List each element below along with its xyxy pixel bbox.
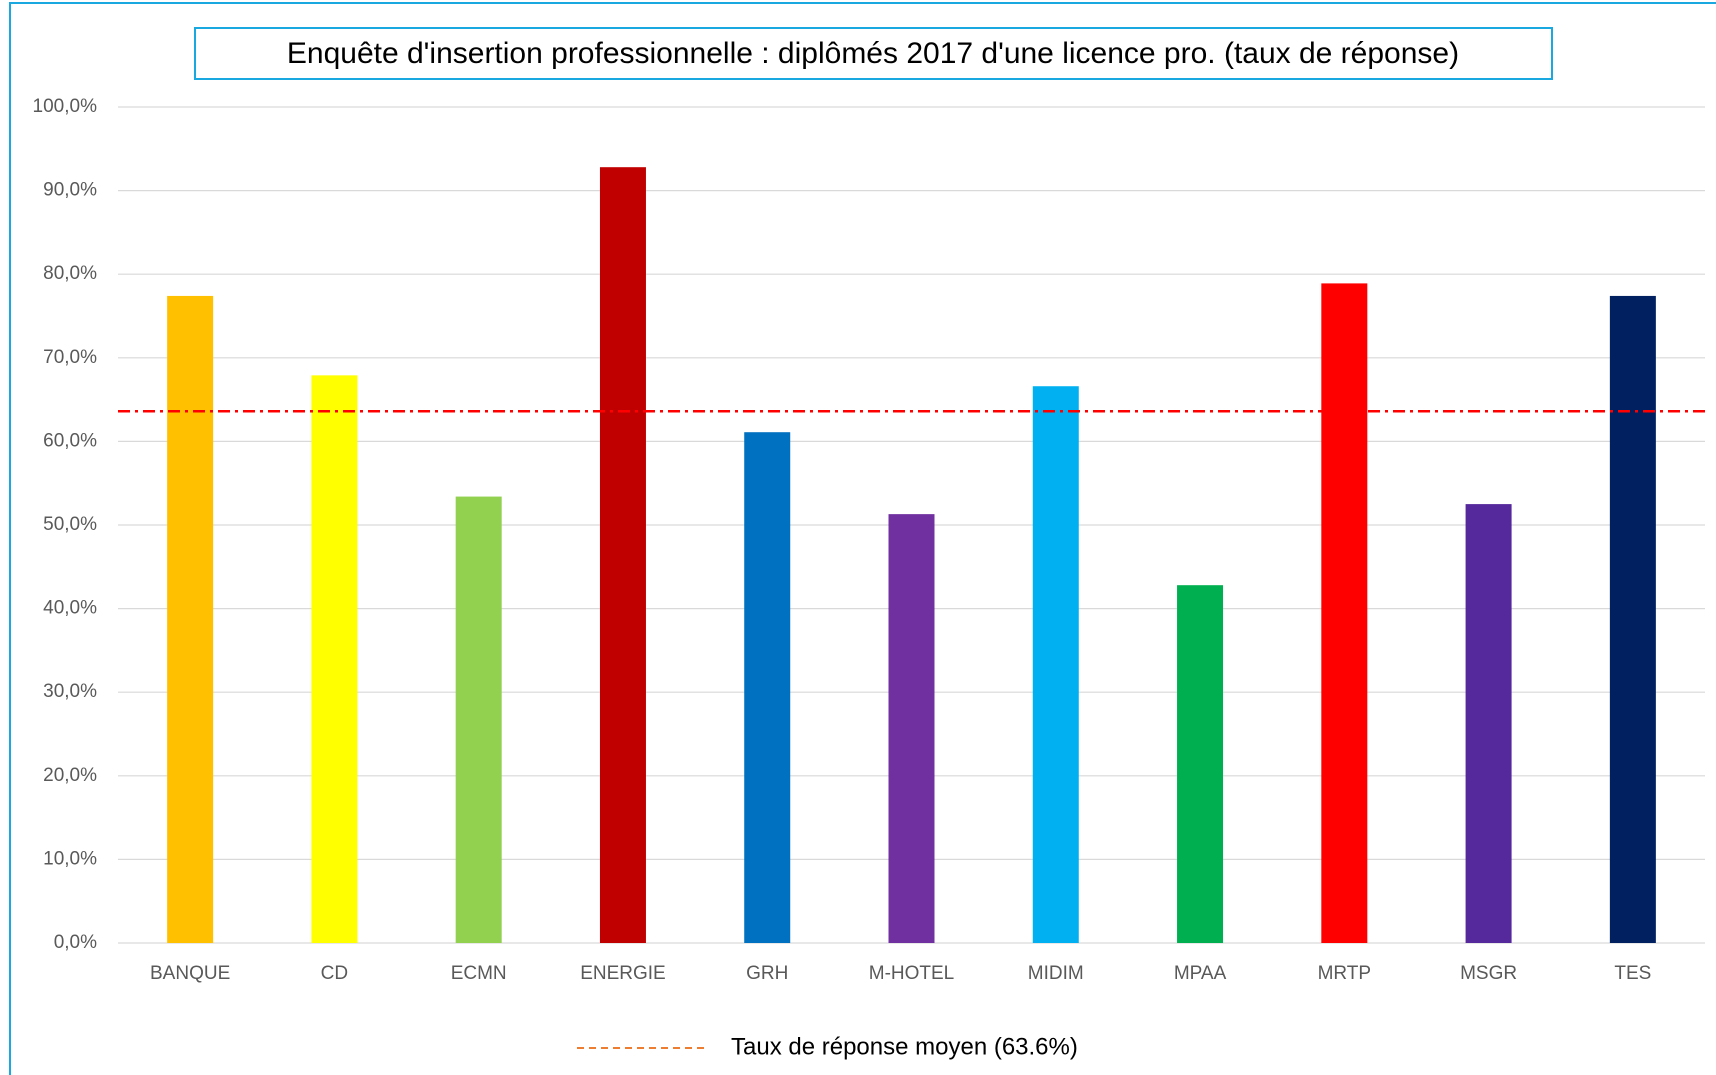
x-tick-label: ENERGIE <box>580 963 666 984</box>
y-tick-label: 80,0% <box>43 263 97 284</box>
x-tick-label: MRTP <box>1318 963 1371 984</box>
bar <box>311 375 358 944</box>
bar <box>1465 504 1512 943</box>
legend-label: Taux de réponse moyen (63.6%) <box>731 1033 1078 1060</box>
bar <box>888 514 935 943</box>
bar <box>167 295 214 943</box>
y-tick-label: 10,0% <box>43 848 97 869</box>
bar <box>744 432 791 943</box>
x-tick-label: MSGR <box>1460 963 1517 984</box>
y-tick-label: 40,0% <box>43 598 97 619</box>
y-tick-label: 70,0% <box>43 347 97 368</box>
x-tick-label: GRH <box>746 963 788 984</box>
y-tick-label: 90,0% <box>43 180 97 201</box>
y-tick-label: 0,0% <box>54 932 97 953</box>
chart-border <box>9 2 1716 1075</box>
bar <box>455 496 502 943</box>
title-box <box>194 27 1553 80</box>
bar <box>1321 283 1368 943</box>
x-tick-label: CD <box>321 963 348 984</box>
y-tick-label: 50,0% <box>43 514 97 535</box>
bar <box>1609 295 1656 943</box>
y-tick-label: 60,0% <box>43 430 97 451</box>
bar <box>1177 585 1224 943</box>
y-tick-label: 100,0% <box>33 96 98 117</box>
x-tick-label: MIDIM <box>1028 963 1084 984</box>
chart-title: Enquête d'insertion professionnelle : di… <box>287 37 1459 70</box>
bar <box>1032 386 1079 943</box>
x-tick-label: ECMN <box>451 963 507 984</box>
bar <box>599 167 646 943</box>
x-tick-label: M-HOTEL <box>869 963 955 984</box>
x-tick-label: TES <box>1614 963 1651 984</box>
y-tick-label: 20,0% <box>43 765 97 786</box>
x-tick-label: MPAA <box>1174 963 1227 984</box>
y-tick-label: 30,0% <box>43 681 97 702</box>
x-tick-label: BANQUE <box>150 963 230 984</box>
